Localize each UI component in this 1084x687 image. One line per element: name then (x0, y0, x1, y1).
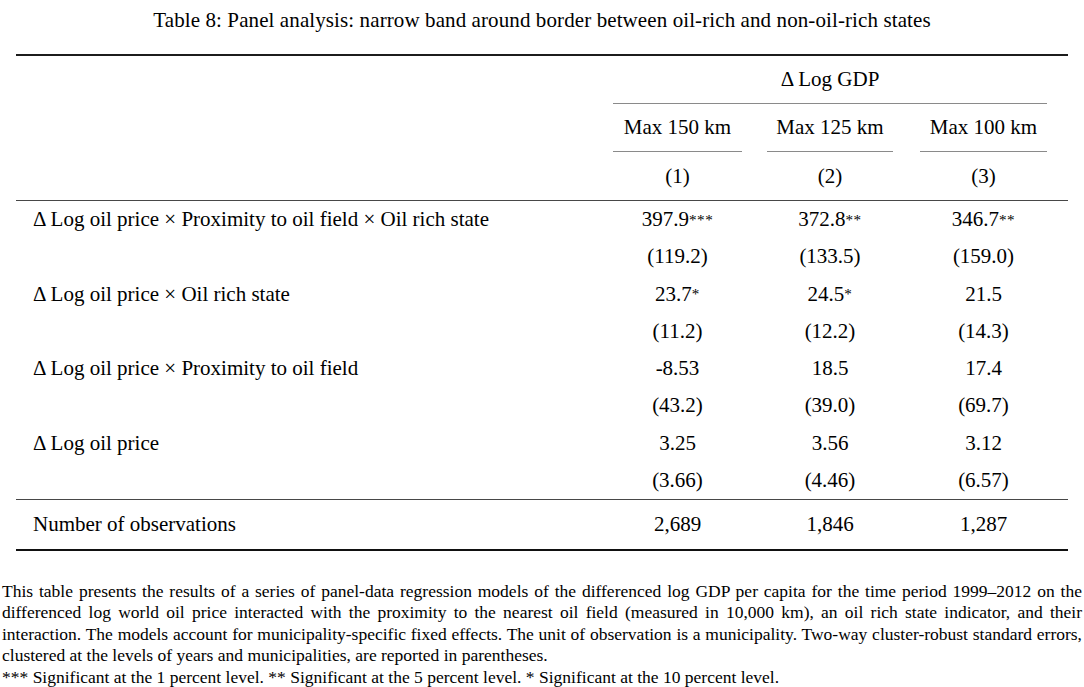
row-label-empty (16, 313, 613, 350)
stderr-cell: (4.46) (767, 462, 893, 499)
column-header-3: Max 100 km (920, 104, 1047, 152)
observations-value: 1,287 (920, 500, 1047, 549)
table-notes: This table presents the results of a ser… (2, 581, 1082, 687)
row-label-empty (16, 238, 613, 275)
row-label: Δ Log oil price × Proximity to oil field… (16, 201, 613, 238)
coefficient-cell: 346.7** (920, 201, 1047, 238)
row-label: Δ Log oil price × Oil rich state (16, 276, 613, 313)
coefficient-cell: 397.9*** (613, 201, 742, 238)
column-number-2: (2) (767, 152, 893, 200)
column-header-2: Max 125 km (767, 104, 893, 152)
coefficient-cell: -8.53 (613, 350, 742, 387)
dep-var-header: Δ Log GDP (613, 56, 1047, 104)
stderr-cell: (159.0) (920, 238, 1047, 275)
row-label: Δ Log oil price (16, 425, 613, 462)
observations-value: 1,846 (767, 500, 893, 549)
observations-label: Number of observations (16, 500, 613, 549)
column-number-3: (3) (920, 152, 1047, 200)
page-title: Table 8: Panel analysis: narrow band aro… (0, 8, 1084, 33)
row-label-empty (16, 387, 613, 424)
stderr-cell: (3.66) (613, 462, 742, 499)
row-label-empty (16, 462, 613, 499)
stderr-cell: (12.2) (767, 313, 893, 350)
coefficient-cell: 21.5 (920, 276, 1047, 313)
column-header-1: Max 150 km (613, 104, 742, 152)
coefficient-cell: 3.12 (920, 425, 1047, 462)
table-note: This table presents the results of a ser… (2, 581, 1082, 667)
coefficient-cell: 23.7* (613, 276, 742, 313)
stderr-cell: (6.57) (920, 462, 1047, 499)
observations-value: 2,689 (613, 500, 742, 549)
coefficient-cell: 18.5 (767, 350, 893, 387)
coefficient-cell: 372.8** (767, 201, 893, 238)
coefficient-cell: 17.4 (920, 350, 1047, 387)
stderr-cell: (119.2) (613, 238, 742, 275)
stderr-cell: (39.0) (767, 387, 893, 424)
coefficient-cell: 24.5* (767, 276, 893, 313)
regression-table: Δ Log GDP Max 150 km Max 125 km Max 100 … (16, 54, 1068, 551)
stderr-cell: (133.5) (767, 238, 893, 275)
stderr-cell: (11.2) (613, 313, 742, 350)
row-label: Δ Log oil price × Proximity to oil field (16, 350, 613, 387)
coefficient-cell: 3.25 (613, 425, 742, 462)
coefficient-cell: 3.56 (767, 425, 893, 462)
stderr-cell: (69.7) (920, 387, 1047, 424)
significance-note: *** Significant at the 1 percent level. … (2, 667, 1082, 687)
stderr-cell: (14.3) (920, 313, 1047, 350)
stderr-cell: (43.2) (613, 387, 742, 424)
column-number-1: (1) (613, 152, 742, 200)
page: Table 8: Panel analysis: narrow band aro… (0, 0, 1084, 687)
